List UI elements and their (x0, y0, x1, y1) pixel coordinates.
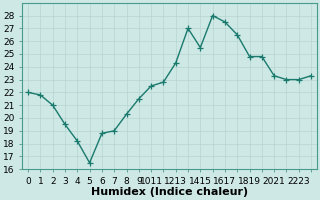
X-axis label: Humidex (Indice chaleur): Humidex (Indice chaleur) (91, 187, 248, 197)
